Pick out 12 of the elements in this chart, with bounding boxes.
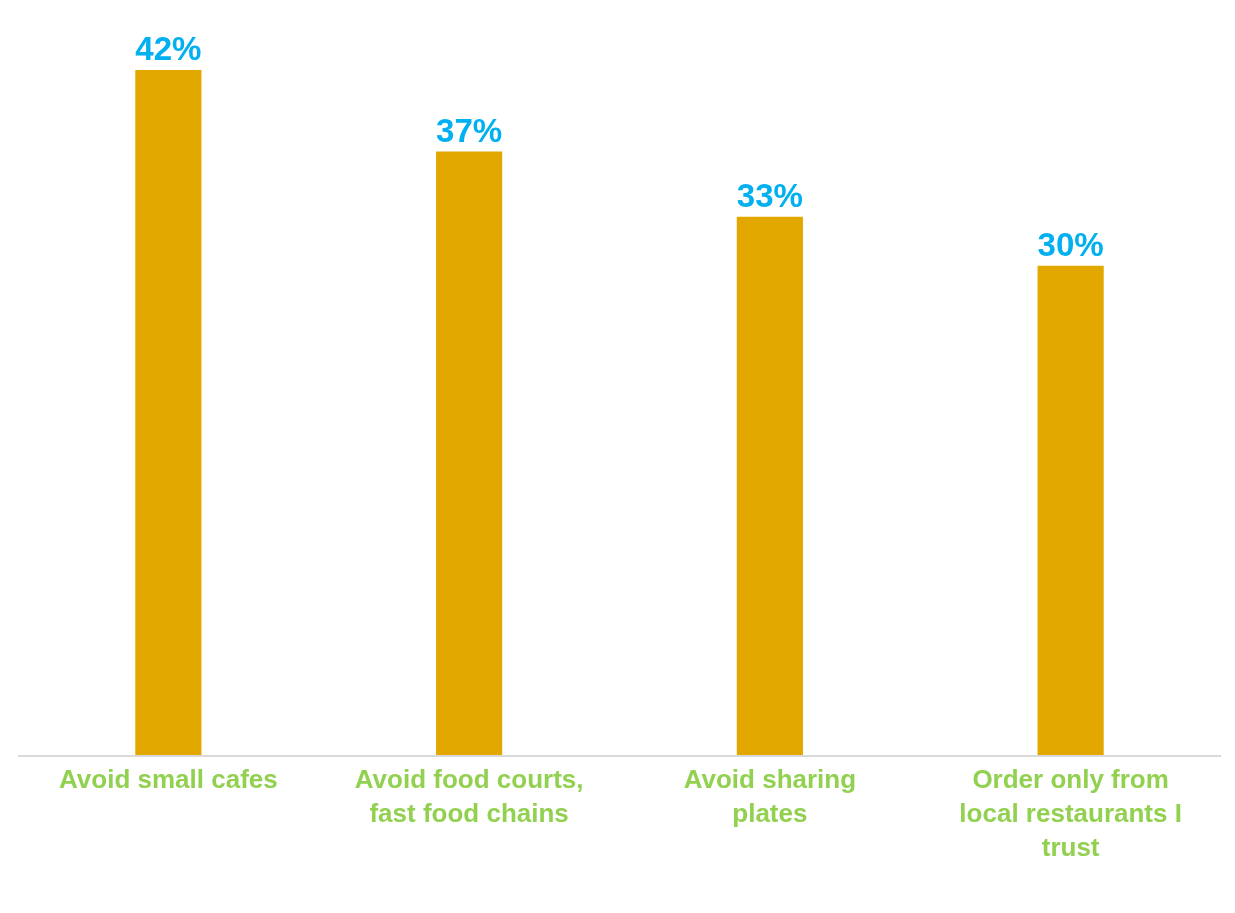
bar	[135, 70, 202, 755]
bar	[436, 151, 503, 755]
data-label: 33%	[736, 177, 803, 215]
data-label: 37%	[436, 111, 503, 149]
x-tick-label: Avoid sharing plates	[683, 763, 857, 828]
bar	[736, 216, 803, 755]
data-label: 42%	[135, 30, 202, 68]
data-label: 30%	[1037, 225, 1104, 263]
bar	[1037, 265, 1104, 755]
x-tick-label: Avoid food courts, fast food chains	[354, 763, 584, 828]
x-tick-label: Order only from local restaurants I trust	[959, 763, 1182, 862]
x-tick-label: Avoid small cafes	[59, 763, 278, 794]
